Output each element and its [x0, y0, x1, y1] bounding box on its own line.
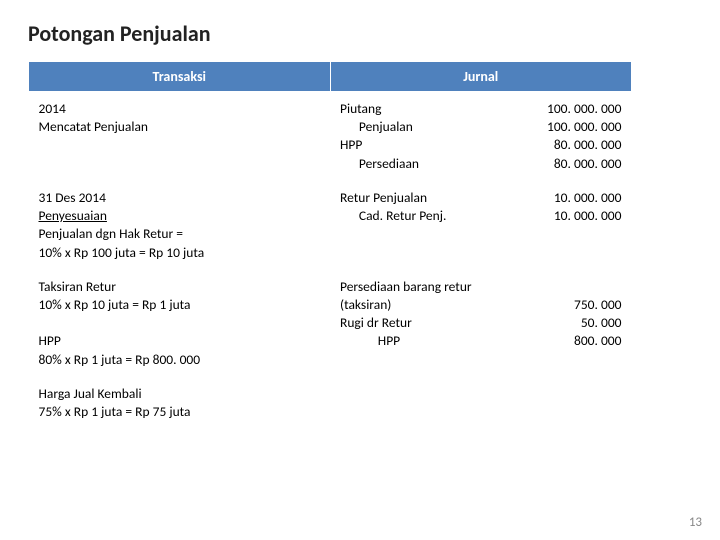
journal-account: Rugi dr Retur — [340, 314, 544, 332]
journal-account: HPP — [340, 332, 519, 350]
transaksi-line: 2014 — [39, 100, 321, 118]
journal-account: Persediaan — [340, 155, 517, 173]
journal-line: Penjualan 100. 000. 000 — [340, 118, 622, 136]
transaksi-cell: Harga Jual Kembali75% x Rp 1 juta = Rp 7… — [29, 377, 331, 429]
journal-amount: 10. 000. 000 — [554, 189, 622, 207]
journal-account: Cad. Retur Penj. — [340, 207, 517, 225]
jurnal-cell: Retur Penjualan10. 000. 000Cad. Retur Pe… — [330, 181, 632, 270]
journal-amount: 50. 000 — [544, 314, 621, 332]
journal-line: Retur Penjualan10. 000. 000 — [340, 189, 622, 207]
transaksi-line — [39, 314, 321, 332]
transaksi-cell: 31 Des 2014PenyesuaianPenjualan dgn Hak … — [29, 181, 331, 270]
journal-line: Piutang100. 000. 000 — [340, 100, 622, 118]
transaksi-line: Penjualan dgn Hak Retur = — [39, 225, 321, 243]
jurnal-cell: Piutang100. 000. 000Penjualan 100. 000. … — [330, 92, 632, 181]
journal-amount: 800. 000 — [519, 332, 621, 350]
header-jurnal: Jurnal — [330, 62, 632, 92]
header-transaksi: Transaksi — [29, 62, 331, 92]
journal-line: (taksiran) 750. 000 — [340, 296, 622, 314]
transaksi-cell: 2014Mencatat Penjualan — [29, 92, 331, 181]
journal-account: Piutang — [340, 100, 547, 118]
transaksi-line: Mencatat Penjualan — [39, 118, 321, 136]
transaksi-line: 31 Des 2014 — [39, 189, 321, 207]
journal-line: Persediaan 80. 000. 000 — [340, 155, 622, 173]
transaksi-line: Harga Jual Kembali — [39, 385, 321, 403]
journal-line: Cad. Retur Penj. 10. 000. 000 — [340, 207, 622, 225]
transaksi-line: 80% x Rp 1 juta = Rp 800. 000 — [39, 351, 321, 369]
page-number: 13 — [689, 515, 702, 530]
journal-line: Persediaan barang retur — [340, 278, 622, 296]
transaksi-line: HPP — [39, 332, 321, 350]
journal-line: Rugi dr Retur 50. 000 — [340, 314, 622, 332]
transaksi-cell: Taksiran Retur10% x Rp 10 juta = Rp 1 ju… — [29, 270, 331, 377]
journal-account: HPP — [340, 136, 545, 154]
journal-amount: 10. 000. 000 — [517, 207, 621, 225]
journal-amount: 80. 000. 000 — [517, 155, 621, 173]
table-row: Harga Jual Kembali75% x Rp 1 juta = Rp 7… — [29, 377, 632, 429]
journal-amount: 750. 000 — [556, 296, 622, 314]
journal-account: Retur Penjualan — [340, 189, 554, 207]
slide-title: Potongan Penjualan — [28, 20, 692, 47]
jurnal-cell: Persediaan barang retur(taksiran) 750. 0… — [330, 270, 632, 377]
journal-line: HPP 80. 000. 000 — [340, 136, 622, 154]
journal-amount: 100. 000. 000 — [547, 100, 622, 118]
transaksi-line: Taksiran Retur — [39, 278, 321, 296]
jurnal-cell — [330, 377, 632, 429]
transaksi-line: 10% x Rp 100 juta = Rp 10 juta — [39, 244, 321, 262]
transaksi-line: 10% x Rp 10 juta = Rp 1 juta — [39, 296, 321, 314]
journal-table: Transaksi Jurnal 2014Mencatat PenjualanP… — [28, 61, 632, 429]
journal-account: Persediaan barang retur — [340, 278, 622, 296]
table-row: Taksiran Retur10% x Rp 10 juta = Rp 1 ju… — [29, 270, 632, 377]
journal-line: HPP 800. 000 — [340, 332, 622, 350]
journal-amount: 100. 000. 000 — [529, 118, 622, 136]
transaksi-line: 75% x Rp 1 juta = Rp 75 juta — [39, 403, 321, 421]
table-row: 31 Des 2014PenyesuaianPenjualan dgn Hak … — [29, 181, 632, 270]
transaksi-line: Penyesuaian — [39, 207, 321, 225]
journal-account: Penjualan — [340, 118, 529, 136]
journal-amount: 80. 000. 000 — [545, 136, 622, 154]
table-row: 2014Mencatat PenjualanPiutang100. 000. 0… — [29, 92, 632, 181]
journal-account: (taksiran) — [340, 296, 556, 314]
